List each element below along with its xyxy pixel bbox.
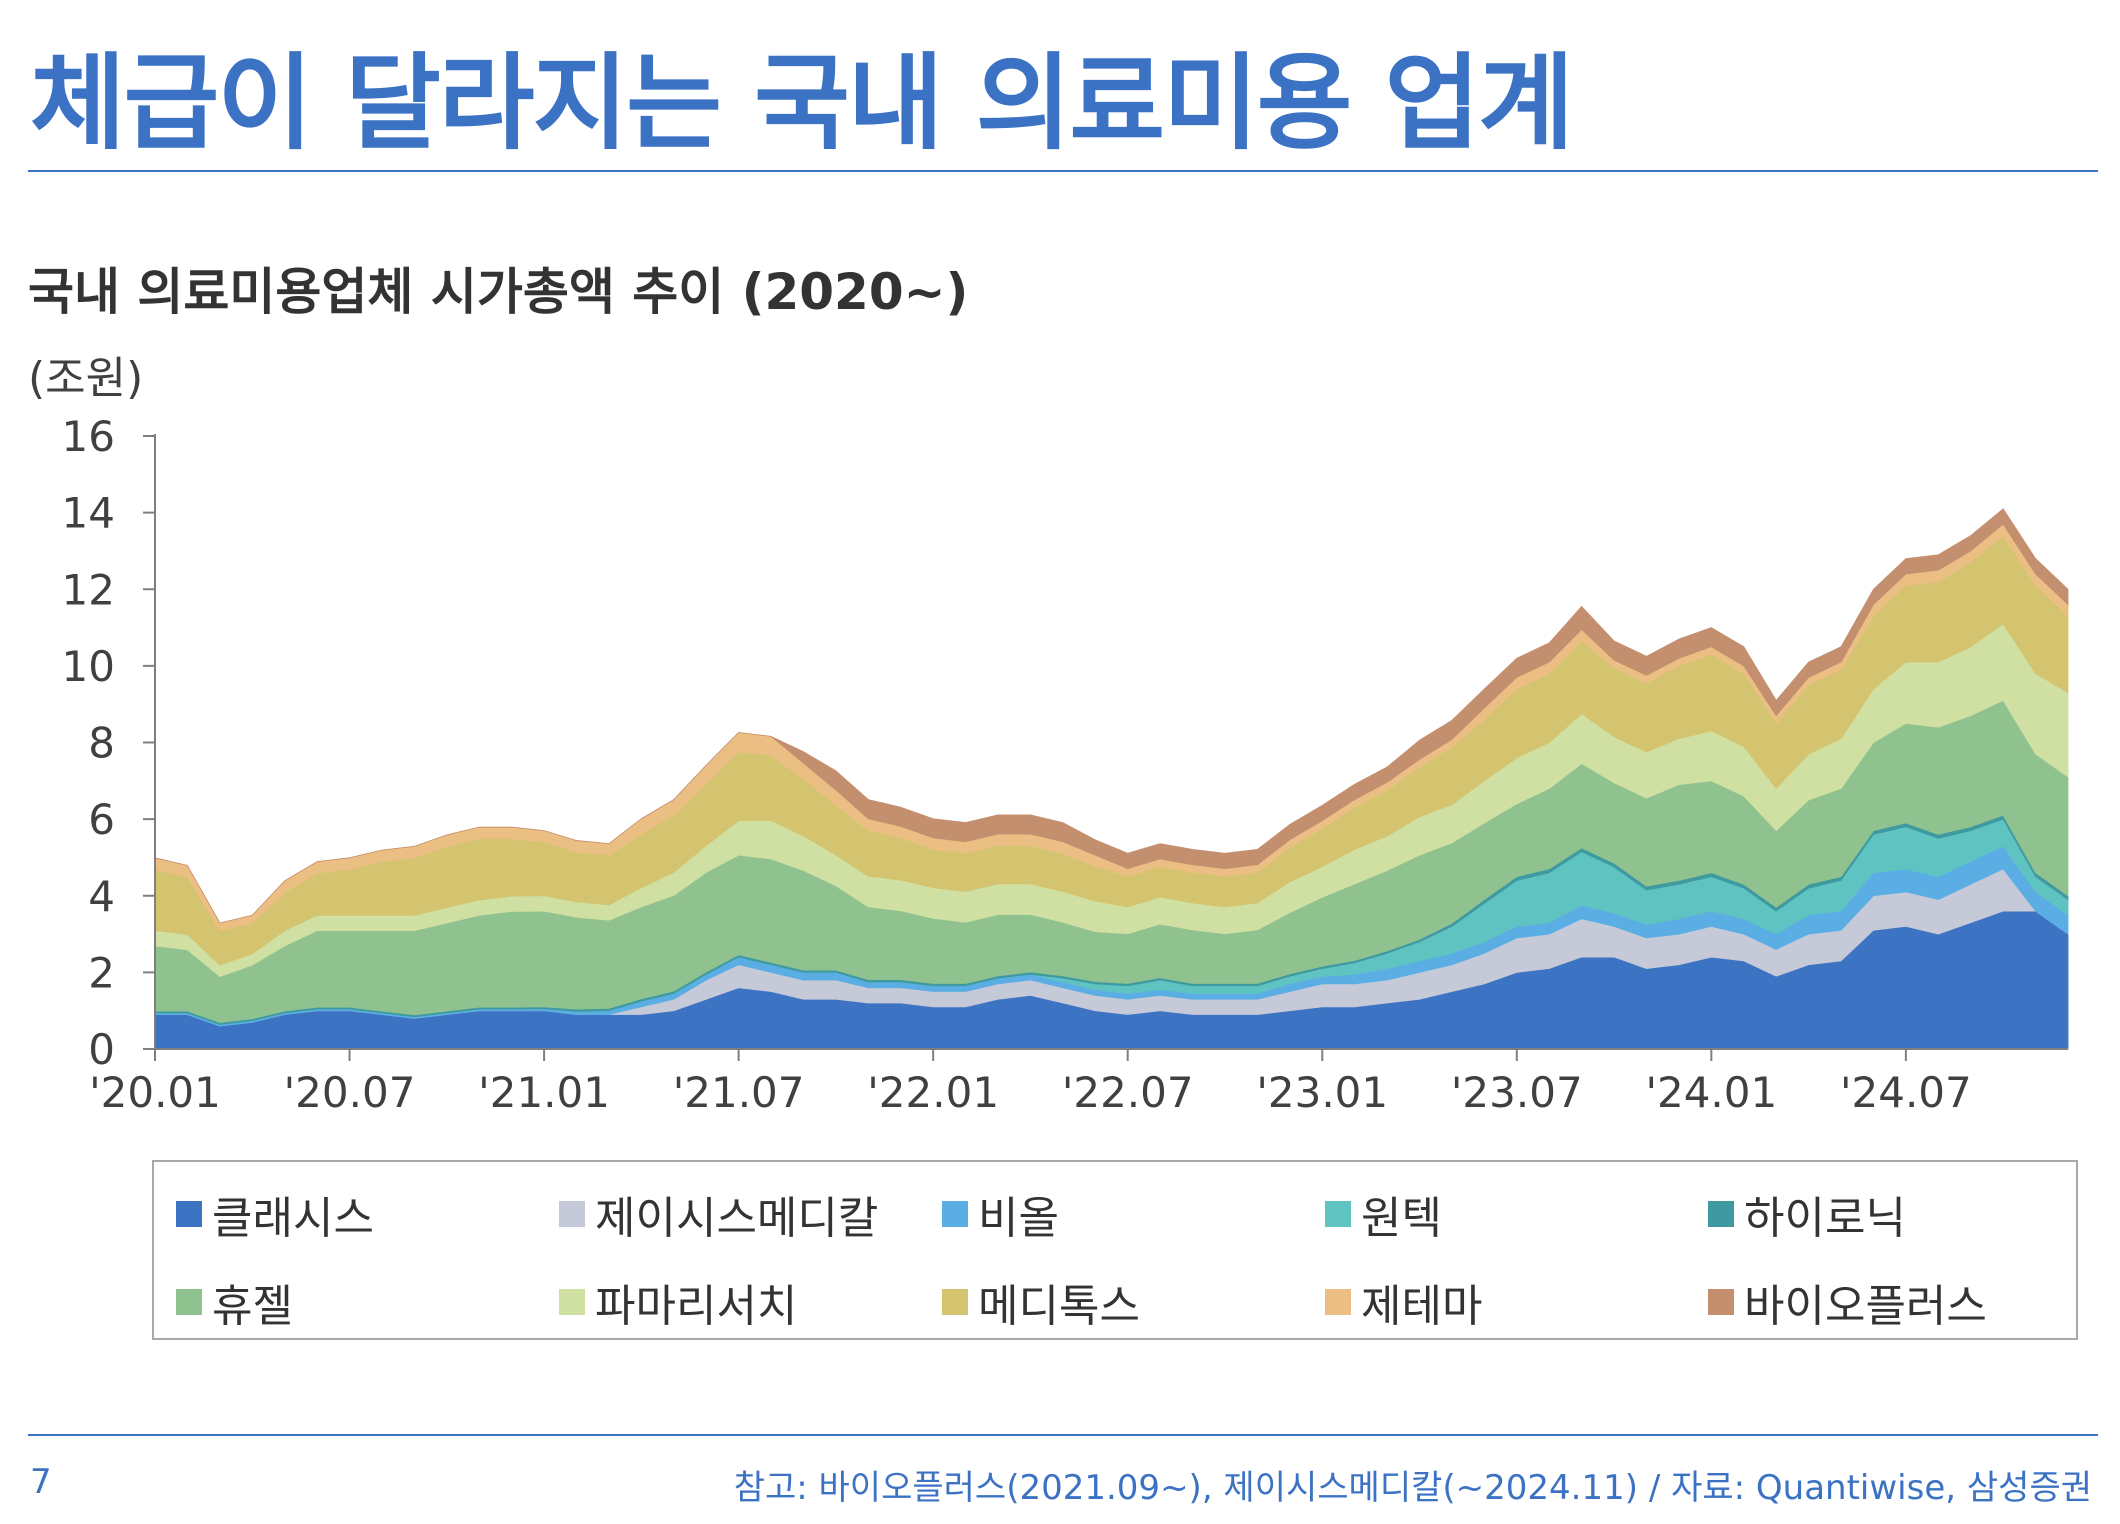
- y-tick-label: 6: [88, 795, 115, 844]
- x-tick-label: '20.07: [284, 1068, 416, 1117]
- legend-item: 파마리서치: [559, 1270, 797, 1334]
- x-tick-label: '20.01: [89, 1068, 221, 1117]
- legend-item: 비올: [942, 1182, 1059, 1246]
- x-tick-label: '22.07: [1062, 1068, 1194, 1117]
- y-tick-label: 0: [88, 1025, 115, 1074]
- y-tick-label: 12: [62, 565, 115, 614]
- legend-item: 원텍: [1325, 1182, 1442, 1246]
- x-tick-label: '23.07: [1451, 1068, 1583, 1117]
- legend-label: 원텍: [1361, 1193, 1442, 1244]
- legend-label: 제이시스메디칼: [595, 1193, 879, 1244]
- legend-item: 제이시스메디칼: [559, 1182, 878, 1246]
- legend-swatch: [1325, 1201, 1351, 1227]
- legend-item: 메디톡스: [942, 1270, 1140, 1334]
- legend-swatch: [559, 1201, 585, 1227]
- legend-label: 비올: [978, 1193, 1059, 1244]
- legend-label: 하이로닉: [1744, 1193, 1906, 1244]
- x-tick-label: '21.07: [673, 1068, 805, 1117]
- x-tick-label: '23.01: [1256, 1068, 1388, 1117]
- y-tick-label: 8: [88, 719, 115, 768]
- legend-label: 메디톡스: [978, 1281, 1140, 1332]
- y-tick-label: 10: [62, 642, 115, 691]
- legend-swatch: [942, 1289, 968, 1315]
- legend-swatch: [1708, 1201, 1734, 1227]
- legend-label: 파마리서치: [595, 1281, 798, 1332]
- title-divider: [28, 170, 2098, 172]
- legend-item: 하이로닉: [1708, 1182, 1906, 1246]
- x-tick-label: '24.07: [1840, 1068, 1972, 1117]
- x-tick-label: '21.01: [478, 1068, 610, 1117]
- legend-item: 클래시스: [176, 1182, 374, 1246]
- area-series-10: [154, 508, 2069, 924]
- x-tick-label: '22.01: [867, 1068, 999, 1117]
- y-tick-label: 4: [88, 872, 115, 921]
- stacked-area-chart: 0 2 4 6 8 10 12 14 16 '20.01 '20.07 '21.01 '21.07 '22…: [62, 412, 2069, 1117]
- y-tick-label: 14: [62, 489, 115, 538]
- y-tick-label: 16: [62, 412, 115, 461]
- legend-item: 휴젤: [176, 1270, 293, 1334]
- legend-swatch: [176, 1201, 202, 1227]
- x-tick-label: '24.01: [1645, 1068, 1777, 1117]
- footer-divider: [28, 1434, 2098, 1436]
- chart-title: 국내 의료미용업체 시가총액 추이 (2020~): [28, 263, 969, 321]
- page-number: 7: [30, 1462, 52, 1502]
- legend-swatch: [1708, 1289, 1734, 1315]
- legend-label: 제테마: [1361, 1281, 1483, 1332]
- legend-item: 바이오플러스: [1708, 1270, 1987, 1334]
- legend-swatch: [942, 1201, 968, 1227]
- y-tick-label: 2: [88, 948, 115, 997]
- page-title: 체급이 달라지는 국내 의료미용 업계: [30, 42, 1574, 164]
- legend-swatch: [1325, 1289, 1351, 1315]
- legend-label: 바이오플러스: [1744, 1281, 1987, 1332]
- y-axis-unit-label: (조원): [28, 353, 144, 404]
- source-note: 참고: 바이오플러스(2021.09~), 제이시스메디칼(~2024.11) …: [733, 1468, 2092, 1508]
- legend-label: 휴젤: [212, 1281, 293, 1332]
- legend-swatch: [559, 1289, 585, 1315]
- legend-item: 제테마: [1325, 1270, 1482, 1334]
- legend-label: 클래시스: [212, 1193, 374, 1244]
- area-series-group: [154, 508, 2069, 1050]
- legend-swatch: [176, 1289, 202, 1315]
